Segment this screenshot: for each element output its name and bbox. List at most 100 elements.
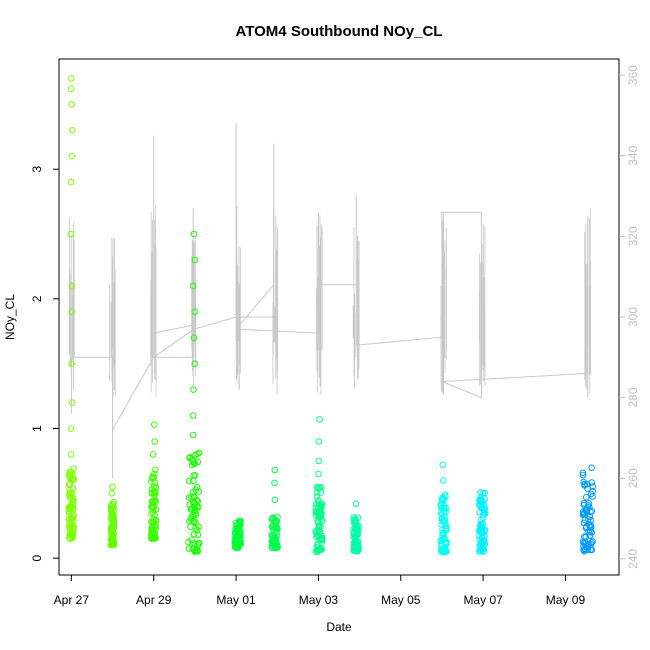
- data-point: [191, 545, 198, 552]
- data-point: [109, 501, 116, 508]
- data-point: [186, 518, 193, 525]
- data-point: [108, 490, 116, 497]
- data-point: [318, 534, 326, 542]
- data-point: [582, 533, 590, 541]
- data-point: [65, 507, 73, 515]
- secondary-spikes-0: [69, 217, 75, 391]
- data-point: [231, 530, 239, 537]
- y-axis: 0 1 2 3: [30, 166, 59, 561]
- data-point: [194, 531, 202, 539]
- data-point: [151, 525, 158, 533]
- data-point: [148, 530, 156, 538]
- data-point: [350, 516, 358, 524]
- x-axis: Apr 27 Apr 29 May 01 May 03 May 05 May 07 May …: [54, 574, 586, 607]
- data-point: [583, 523, 590, 531]
- data-point: [148, 478, 155, 485]
- data-point: [314, 485, 322, 492]
- data-point: [69, 485, 77, 492]
- data-point: [151, 522, 159, 529]
- chart-title: ATOM4 Southbound NOy_CL: [236, 23, 443, 40]
- data-point: [68, 531, 76, 538]
- data-point: [189, 412, 197, 419]
- data-point: [314, 548, 322, 555]
- data-point: [67, 178, 75, 186]
- x-tick-label: Apr 29: [136, 593, 172, 607]
- data-point: [479, 501, 486, 508]
- data-point: [191, 256, 199, 264]
- data-point: [441, 491, 449, 498]
- data-point: [69, 127, 76, 134]
- data-point: [271, 466, 279, 474]
- data-point: [318, 500, 326, 508]
- y2-tick-label: 320: [626, 226, 640, 246]
- data-point: [353, 530, 361, 538]
- data-point: [476, 541, 484, 549]
- data-point: [70, 465, 77, 472]
- data-point: [189, 431, 197, 439]
- data-point: [191, 360, 198, 368]
- data-point: [232, 543, 239, 551]
- data-point: [192, 451, 199, 459]
- point-cluster-8: [437, 461, 450, 556]
- data-point: [476, 548, 483, 555]
- data-point: [107, 504, 115, 512]
- y-tick-label: 0: [30, 554, 44, 561]
- data-point: [315, 470, 322, 478]
- data-point: [587, 517, 595, 524]
- data-point: [150, 498, 157, 505]
- point-cluster-5: [268, 466, 281, 552]
- point-cluster-6: [312, 416, 326, 556]
- data-point: [151, 488, 158, 495]
- data-point: [187, 494, 195, 501]
- data-point: [579, 469, 587, 477]
- data-point: [193, 496, 201, 504]
- data-point: [268, 536, 276, 544]
- data-point: [352, 531, 360, 539]
- data-point: [109, 483, 116, 491]
- point-cluster-10: [579, 464, 597, 555]
- data-point: [108, 511, 115, 519]
- data-point: [588, 479, 596, 486]
- data-point: [148, 510, 155, 517]
- data-point: [232, 519, 240, 527]
- data-point: [190, 386, 197, 393]
- points-layer: [65, 75, 597, 556]
- data-point: [66, 531, 73, 538]
- data-point: [477, 496, 485, 503]
- y2-tick-label: 240: [626, 549, 640, 569]
- data-point: [271, 479, 278, 487]
- data-point: [67, 230, 75, 238]
- y2-tick-label: 340: [626, 145, 640, 165]
- data-point: [69, 475, 77, 483]
- y2-tick-label: 360: [626, 65, 640, 85]
- data-point: [589, 493, 596, 500]
- secondary-spikes-6: [316, 214, 323, 395]
- point-cluster-3: [185, 230, 203, 555]
- data-point: [479, 528, 486, 536]
- data-point: [152, 484, 160, 492]
- data-point: [67, 535, 74, 543]
- x-tick-label: May 01: [216, 593, 256, 607]
- data-point: [151, 438, 158, 445]
- data-point: [439, 529, 447, 537]
- data-point: [194, 497, 201, 505]
- data-point: [108, 523, 115, 531]
- data-point: [187, 506, 195, 513]
- x-tick-label: May 09: [546, 593, 586, 607]
- data-point: [351, 544, 358, 551]
- data-point: [582, 494, 590, 501]
- secondary-line-layer: [69, 123, 591, 479]
- data-point: [588, 539, 595, 546]
- data-point: [440, 545, 448, 552]
- data-point: [191, 308, 198, 316]
- data-point: [109, 534, 117, 542]
- y-tick-label: 1: [30, 425, 44, 432]
- secondary-spikes-7: [352, 227, 360, 388]
- secondary-series-line: [70, 123, 589, 479]
- data-point: [315, 522, 322, 529]
- point-cluster-0: [65, 75, 78, 543]
- data-point: [588, 464, 595, 472]
- data-point: [68, 152, 76, 160]
- point-cluster-9: [476, 489, 489, 555]
- data-point: [67, 425, 75, 432]
